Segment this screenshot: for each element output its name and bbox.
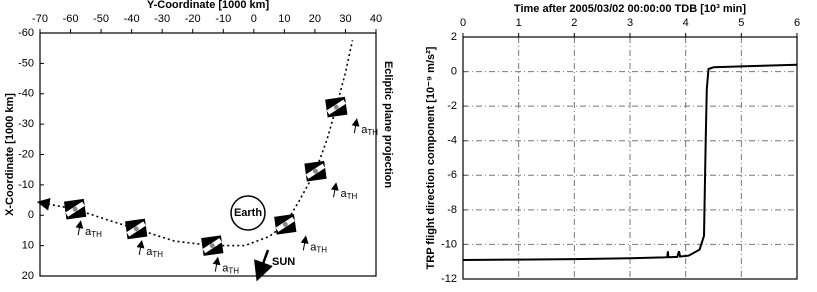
thrust-label-sub: TH [316, 245, 327, 254]
thrust-arrow [351, 118, 360, 134]
x-tick-label: 6 [794, 17, 800, 29]
x-tick-label: -30 [154, 13, 170, 25]
y-tick-label: -10 [441, 238, 457, 250]
spacecraft [201, 235, 224, 256]
spacecraft [63, 198, 87, 220]
thrust-label: aTH [146, 246, 163, 259]
thrust-label-main: a [85, 226, 92, 238]
y-axis-title: X-Coordinate [1000 km] [4, 93, 16, 216]
spacecraft-center [72, 206, 78, 212]
x-tick-label: 30 [339, 13, 351, 25]
x-tick-label: 40 [370, 13, 382, 25]
plot-frame [39, 32, 377, 277]
thrust-label-main: a [341, 188, 348, 200]
y-tick-label: -60 [18, 27, 34, 39]
x-tick-label: -40 [124, 13, 140, 25]
x-tick-label: 20 [309, 13, 321, 25]
x-tick-label: -10 [215, 13, 231, 25]
spacecraft [274, 214, 297, 235]
x-tick-label: -70 [32, 13, 48, 25]
thrust-label-main: a [361, 124, 368, 136]
y-tick-label: -40 [18, 88, 34, 100]
y-tick-label: -50 [18, 57, 34, 69]
y-tick-label: -6 [447, 169, 457, 181]
spacecraft [325, 96, 348, 118]
x-tick-label: -50 [93, 13, 109, 25]
x-tick-label: -20 [185, 13, 201, 25]
thrust-arrow [330, 182, 339, 198]
data-line [462, 63, 798, 261]
x-axis-title: Time after 2005/03/02 00:00:00 TDB [10³ … [514, 3, 746, 15]
thrust-label-sub: TH [152, 250, 163, 259]
y-tick-label: -8 [447, 204, 457, 216]
x-tick-label: 0 [251, 13, 257, 25]
spacecraft-center [209, 243, 215, 249]
x-tick-label: 1 [516, 17, 522, 29]
thrust-arrow [75, 220, 84, 236]
thrust-label-sub: TH [91, 230, 102, 239]
x-tick-label: 0 [460, 17, 466, 29]
y-tick-label: 20 [22, 270, 34, 282]
sun-arrow [254, 249, 273, 282]
y-tick-label: -30 [18, 118, 34, 130]
earth-label: Earth [234, 207, 262, 219]
spacecraft-center [333, 104, 339, 110]
x-tick-label: 3 [627, 17, 633, 29]
thrust-label-main: a [222, 263, 229, 275]
spacecraft-center [282, 221, 288, 227]
spacecraft-center [313, 168, 319, 174]
side-label: Ecliptic plane projection [382, 61, 394, 188]
thrust-label-sub: TH [367, 128, 378, 137]
spacecraft [125, 218, 148, 240]
thrust-label: aTH [222, 263, 239, 276]
y-axis-title: TRP flight direction component [10⁻⁹ m/s… [425, 46, 437, 269]
y-tick-label: -4 [447, 135, 457, 147]
plot-frame [462, 36, 798, 280]
thrust-label: aTH [341, 188, 358, 201]
thrust-label-main: a [310, 241, 317, 253]
y-tick-label: -12 [441, 273, 457, 285]
x-tick-label: 4 [683, 17, 689, 29]
thrust-arrow [300, 235, 309, 251]
spacecraft-center [133, 226, 139, 232]
y-tick-label: 0 [451, 65, 457, 77]
thrust-arrow [136, 239, 145, 256]
y-tick-label: -20 [18, 148, 34, 160]
y-tick-label: -10 [18, 179, 34, 191]
x-tick-label: 2 [571, 17, 577, 29]
thrust-label: aTH [85, 226, 102, 239]
data-line [36, 40, 354, 247]
x-tick-label: 5 [738, 17, 744, 29]
y-tick-label: 2 [451, 31, 457, 43]
thrust-label: aTH [361, 124, 378, 137]
y-tick-label: -2 [447, 100, 457, 112]
thrust-arrow [212, 256, 221, 272]
thrust-label-sub: TH [347, 192, 358, 201]
thrust-label-sub: TH [228, 267, 239, 276]
x-tick-label: 10 [278, 13, 290, 25]
thrust-label: aTH [310, 241, 327, 254]
y-tick-label: 0 [28, 209, 34, 221]
x-tick-label: -60 [63, 13, 79, 25]
spacecraft [304, 160, 327, 182]
x-axis-title: Y-Coordinate [1000 km] [147, 0, 270, 11]
y-tick-label: 10 [22, 240, 34, 252]
thrust-label-main: a [146, 246, 153, 258]
earth [230, 195, 266, 231]
sun-label: SUN [272, 256, 295, 268]
